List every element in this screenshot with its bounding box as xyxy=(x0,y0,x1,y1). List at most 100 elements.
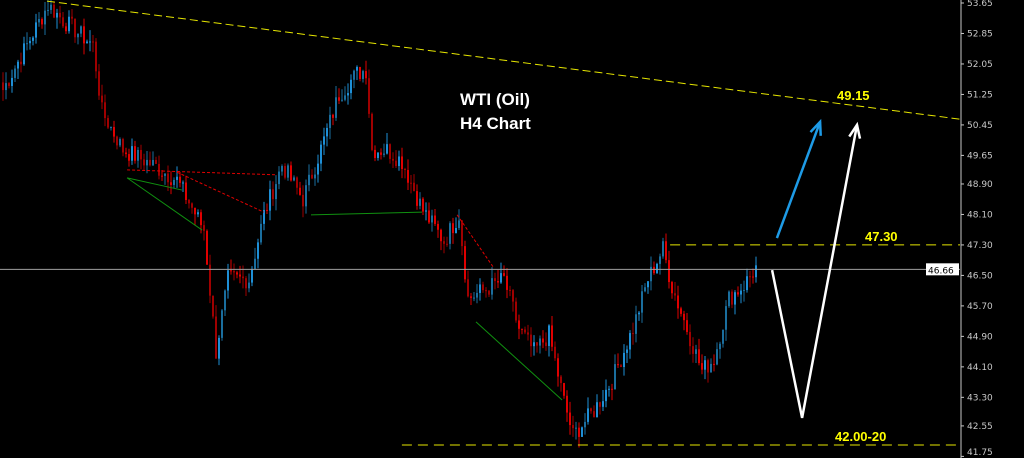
candle-body xyxy=(140,149,142,160)
candle-body xyxy=(344,95,346,100)
axis-tick-label: 49.65 xyxy=(967,151,993,161)
candle-body xyxy=(473,297,475,299)
candle-body xyxy=(287,165,289,178)
candle-body xyxy=(272,189,274,200)
candle-body xyxy=(338,97,340,101)
candle-body xyxy=(431,215,433,223)
candle-body xyxy=(527,332,529,335)
candle-body xyxy=(392,158,394,161)
candle-body xyxy=(524,329,526,333)
candle-body xyxy=(44,10,46,25)
candle-body xyxy=(659,256,661,264)
candle-body xyxy=(506,275,508,290)
candle-body xyxy=(230,270,232,272)
candle-body xyxy=(89,41,91,43)
candle-body xyxy=(440,229,442,242)
candle-body xyxy=(71,16,73,19)
candle-body xyxy=(155,159,157,164)
candle-body xyxy=(650,266,652,282)
candle-body xyxy=(551,325,553,347)
candle-body xyxy=(593,411,595,418)
candle-body xyxy=(689,331,691,347)
arrow-head-icon xyxy=(809,118,822,136)
pattern-line-green xyxy=(475,321,563,401)
candle-body xyxy=(725,306,727,330)
candle-body xyxy=(185,182,187,201)
candle-body xyxy=(158,163,160,176)
candle-body xyxy=(224,290,226,311)
candle-body xyxy=(728,291,730,307)
candle-body xyxy=(182,182,184,184)
candle-body xyxy=(305,185,307,207)
axis-tick-label: 50.45 xyxy=(967,121,993,131)
candle-body xyxy=(239,274,241,277)
pattern-line-green xyxy=(310,211,423,216)
candle-body xyxy=(68,16,70,32)
candle-body xyxy=(632,333,634,335)
candle-body xyxy=(248,282,250,289)
candle-body xyxy=(77,33,79,38)
candle-body xyxy=(299,187,301,195)
candle-body xyxy=(53,4,55,18)
candle-body xyxy=(329,114,331,128)
candle-body xyxy=(47,9,49,11)
candle-body xyxy=(611,388,613,390)
candle-body xyxy=(455,228,457,234)
candle-body xyxy=(641,291,643,313)
candle-body xyxy=(122,139,124,153)
candle-body xyxy=(293,177,295,181)
candle-body xyxy=(605,389,607,402)
axis-tick-label: 44.10 xyxy=(967,363,993,373)
candle-body xyxy=(536,342,538,346)
candle-body xyxy=(368,78,370,114)
candle-body xyxy=(353,70,355,80)
axis-tick-label: 46.50 xyxy=(967,271,993,281)
level-label: 47.30 xyxy=(865,229,898,244)
candle-body xyxy=(710,363,712,373)
candle-body xyxy=(599,402,601,407)
candle-body xyxy=(590,408,592,412)
candle-body xyxy=(542,338,544,343)
candle-body xyxy=(11,77,13,86)
candle-body xyxy=(575,427,577,429)
candle-body xyxy=(518,320,520,329)
candle-body xyxy=(245,278,247,289)
candle-body xyxy=(449,223,451,244)
candle-body xyxy=(20,61,22,65)
axis-tick-label: 52.05 xyxy=(967,60,993,70)
candle-body xyxy=(602,401,604,407)
candle-body xyxy=(374,149,376,158)
candle-body xyxy=(677,295,679,309)
candle-body xyxy=(113,127,115,137)
candle-body xyxy=(170,182,172,185)
candle-body xyxy=(656,263,658,274)
candle-body xyxy=(698,349,700,364)
candle-body xyxy=(416,191,418,206)
candle-body xyxy=(686,320,688,332)
candle-body xyxy=(236,272,238,275)
candle-body xyxy=(146,159,148,166)
candle-body xyxy=(254,258,256,269)
candle-body xyxy=(29,40,31,44)
candle-body xyxy=(104,102,106,119)
axis-tick-label: 51.25 xyxy=(967,90,993,100)
candle-body xyxy=(683,313,685,321)
candle-body xyxy=(389,144,391,159)
candle-body xyxy=(701,363,703,370)
candle-body xyxy=(452,223,454,234)
candle-body xyxy=(194,207,196,215)
candle-body xyxy=(584,421,586,428)
candle-body xyxy=(410,182,412,184)
candle-body xyxy=(317,163,319,175)
candle-body xyxy=(50,4,52,10)
candle-body xyxy=(548,325,550,346)
candle-body xyxy=(149,159,151,166)
pattern-line-red xyxy=(456,214,495,269)
candle-body xyxy=(308,174,310,186)
candle-body xyxy=(275,184,277,200)
candle-body xyxy=(746,276,748,291)
candle-body xyxy=(386,144,388,154)
candle-body xyxy=(563,383,565,396)
candle-body xyxy=(521,328,523,330)
